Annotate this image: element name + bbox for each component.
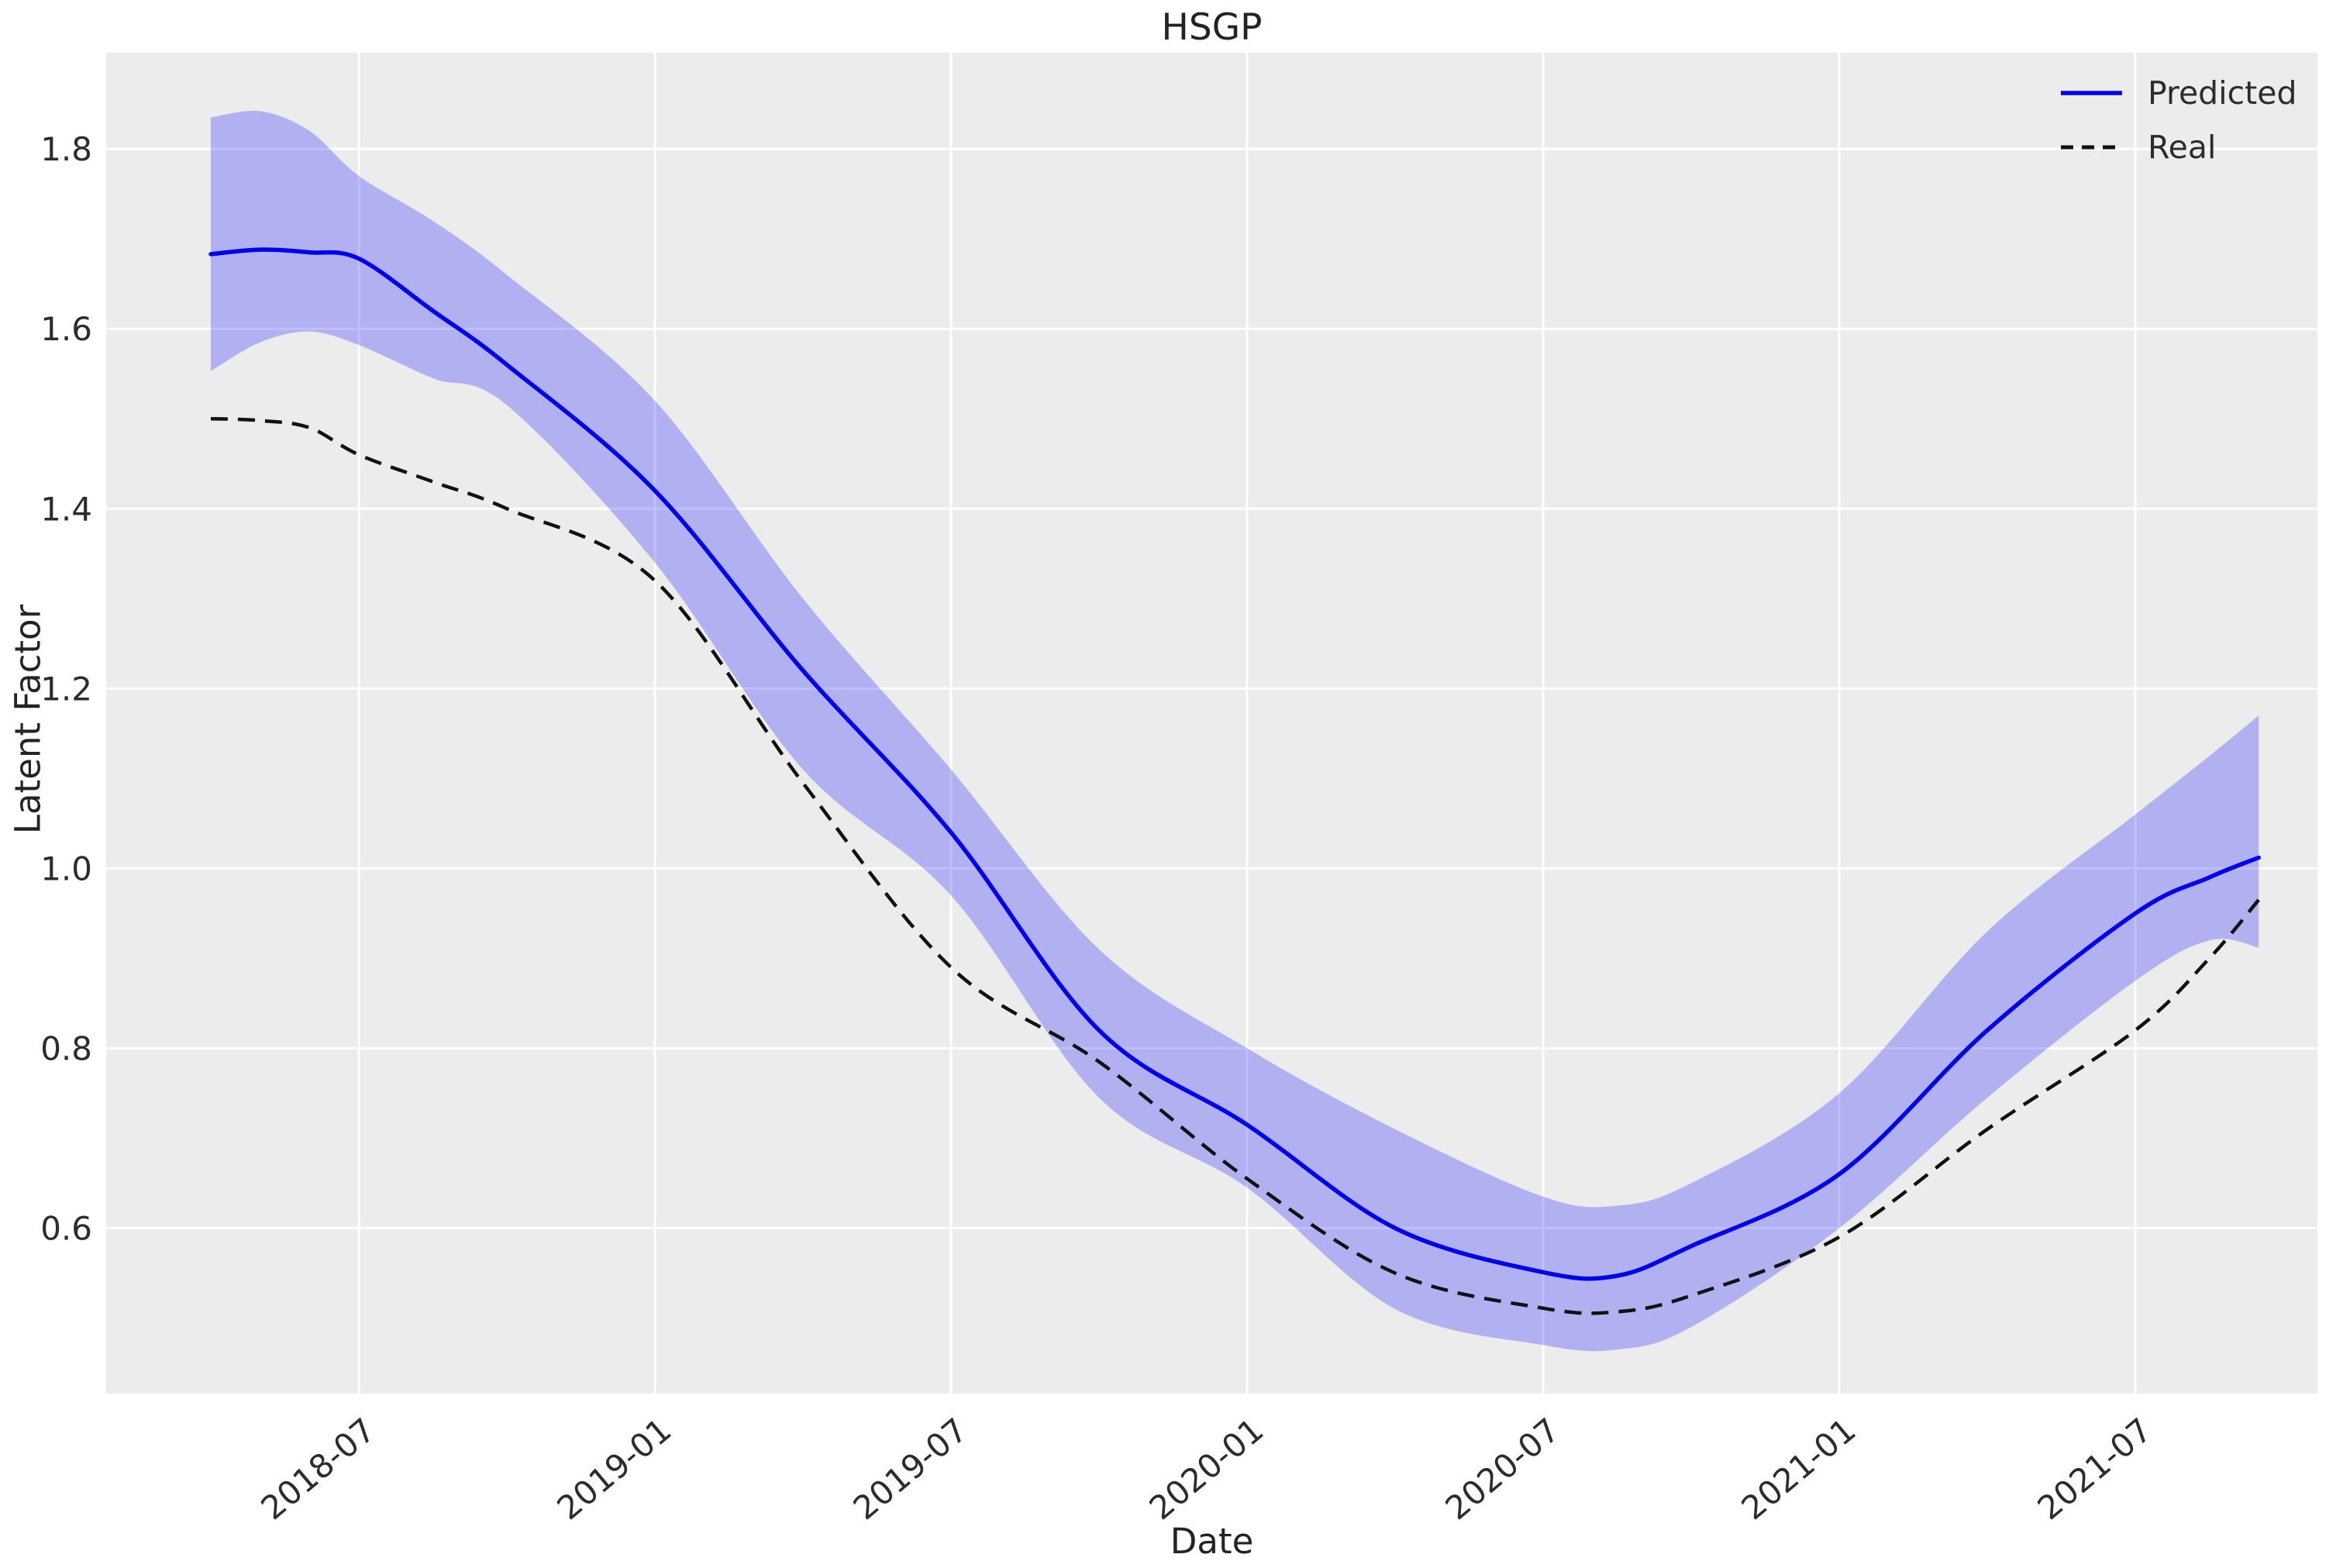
uncertainty-band bbox=[210, 110, 2259, 1352]
x-tick-label: 2020-01 bbox=[1142, 1411, 1271, 1527]
predicted-line-sample-icon bbox=[2061, 91, 2122, 95]
y-axis-label: Latent Factor bbox=[7, 604, 49, 835]
y-tick-label: 1.0 bbox=[40, 849, 92, 887]
real-line-sample-icon bbox=[2061, 145, 2122, 150]
legend-label-predicted: Predicted bbox=[2148, 74, 2297, 112]
predicted-line bbox=[208, 247, 2261, 1281]
plot-background bbox=[106, 53, 2317, 1394]
y-tick-label: 1.2 bbox=[40, 670, 92, 708]
y-tick-label: 1.8 bbox=[40, 130, 92, 168]
y-tick-label: 0.6 bbox=[40, 1210, 92, 1248]
x-tick-label: 2018-07 bbox=[253, 1411, 382, 1527]
x-tick-label: 2019-07 bbox=[846, 1411, 975, 1527]
y-tick-label: 0.8 bbox=[40, 1029, 92, 1067]
legend-item-real: Real bbox=[2059, 126, 2296, 169]
x-tick-label: 2021-07 bbox=[2031, 1411, 2159, 1527]
real-line bbox=[210, 416, 2260, 1315]
x-axis-label: Date bbox=[1170, 1521, 1254, 1562]
y-tick-label: 1.6 bbox=[40, 310, 92, 348]
x-tick-label: 2020-07 bbox=[1439, 1411, 1567, 1527]
x-tick-label: 2021-01 bbox=[1735, 1411, 1863, 1527]
legend-item-predicted: Predicted bbox=[2059, 71, 2296, 115]
y-tick-label: 1.4 bbox=[40, 490, 92, 528]
legend: Predicted Real bbox=[2059, 71, 2296, 169]
x-tick-label: 2019-01 bbox=[550, 1411, 678, 1527]
legend-label-real: Real bbox=[2148, 129, 2217, 166]
chart-title: HSGP bbox=[1161, 6, 1263, 49]
